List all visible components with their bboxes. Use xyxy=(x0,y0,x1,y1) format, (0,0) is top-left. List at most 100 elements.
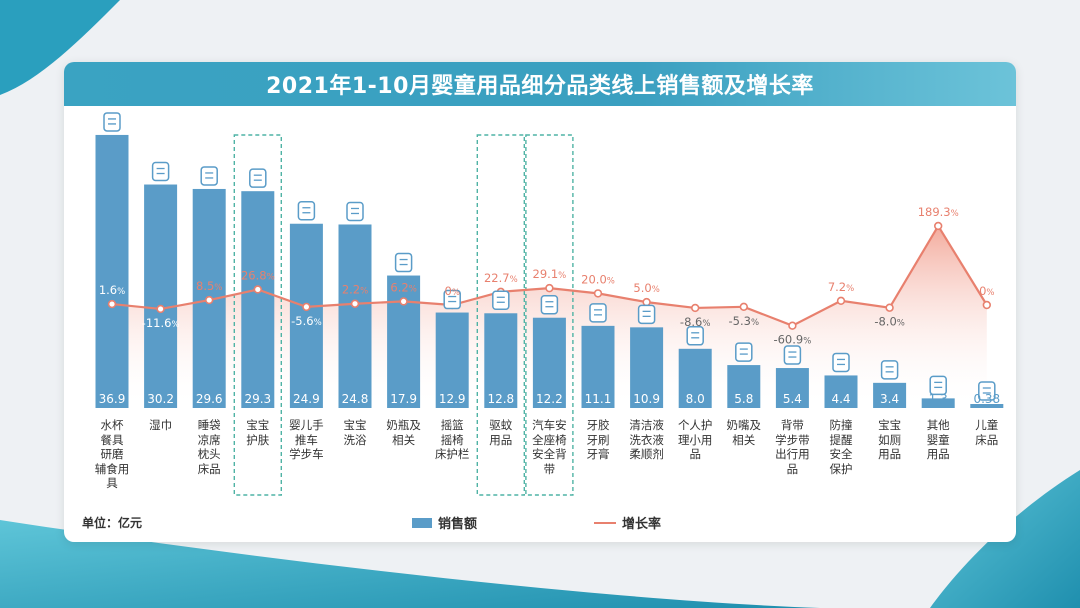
category-label: 个人护 理小用 品 xyxy=(677,418,713,461)
growth-value-label: 0% xyxy=(979,284,994,298)
bar-value-label: 4.4 xyxy=(831,392,850,406)
growth-point xyxy=(302,302,311,312)
growth-value-label: 0% xyxy=(444,284,459,298)
bar-value-label: 29.6 xyxy=(196,392,223,406)
growth-value-label: 5.0% xyxy=(633,281,659,295)
category-label: 奶瓶及 相关 xyxy=(386,418,421,447)
crib-icon xyxy=(978,381,996,401)
bar-value-label: 24.9 xyxy=(293,392,320,406)
category-label: 宝宝 洗浴 xyxy=(343,418,367,447)
category-label: 宝宝 如厕 用品 xyxy=(878,418,902,461)
growth-value-label: 29.1% xyxy=(533,267,567,281)
chart-card: 36.9 30.2 29.6 29.3 24.9 24.8 17.9 12.9 12.8 12.2… xyxy=(64,62,1016,542)
toothbrush-icon xyxy=(589,303,607,323)
onesie-icon xyxy=(929,375,947,396)
growth-point xyxy=(982,300,991,310)
sales-bar xyxy=(289,223,323,408)
category-label: 水杯 餐具 研磨 辅食用 具 xyxy=(94,418,130,490)
growth-value-label: 6.2% xyxy=(390,280,416,294)
growth-value-label: -8.0% xyxy=(874,315,905,329)
bath-bottle-icon xyxy=(346,201,364,222)
legend-bar-swatch xyxy=(412,517,432,528)
bar-value-label: 5.4 xyxy=(783,392,802,406)
growth-point xyxy=(156,304,165,314)
sales-bar xyxy=(630,327,664,408)
sales-bar xyxy=(484,313,518,408)
repellent-bottle-icon xyxy=(492,290,510,311)
lotion-jar-icon xyxy=(249,168,267,188)
sippy-cup-icon xyxy=(103,112,121,132)
sales-bar xyxy=(970,404,1004,408)
growth-value-label: 1.6% xyxy=(99,283,125,297)
warning-icon xyxy=(832,352,850,373)
bar-value-label: 0.38 xyxy=(973,392,1000,406)
sales-bar xyxy=(727,365,761,408)
category-label: 驱蚊 用品 xyxy=(489,418,513,447)
growth-value-label: 2.2% xyxy=(342,283,368,297)
growth-point xyxy=(690,303,700,313)
pacifier-icon xyxy=(735,342,753,362)
growth-point xyxy=(836,296,846,306)
growth-point xyxy=(933,221,943,231)
growth-value-label: -5.3% xyxy=(729,314,760,328)
legend-line-entry: 增长率 xyxy=(594,513,661,532)
sales-bar xyxy=(581,325,615,408)
first-aid-kit-icon xyxy=(686,326,704,346)
detergent-icon xyxy=(637,304,656,325)
stroller-icon xyxy=(297,200,316,221)
growth-value-label: 8.5% xyxy=(196,279,222,293)
sales-bar xyxy=(144,184,178,408)
growth-value-label: 189.3% xyxy=(918,205,959,219)
bottom-left-teal-shape xyxy=(0,520,820,608)
growth-point xyxy=(350,299,360,308)
legend-line-swatch xyxy=(594,521,616,524)
bar-value-label: 12.8 xyxy=(487,392,514,406)
chart-title: 2021年1-10月婴童用品细分品类线上销售额及增长率 xyxy=(64,62,1016,106)
growth-point xyxy=(545,283,554,293)
category-label: 婴儿手 推车 学步车 xyxy=(289,418,324,461)
chart-plot: 36.9 30.2 29.6 29.3 24.9 24.8 17.9 12.9 12.8 12.2… xyxy=(95,112,1004,496)
growth-point xyxy=(885,303,894,312)
growth-value-label: -60.9% xyxy=(773,333,811,347)
growth-point xyxy=(593,289,603,298)
sales-bar xyxy=(873,382,907,408)
top-left-teal-shape xyxy=(0,0,120,95)
category-label: 汽车安 全座椅 安全背 带 xyxy=(532,418,567,476)
baby-bottle-icon xyxy=(394,252,413,273)
growth-point xyxy=(399,297,408,306)
highlight-box xyxy=(476,134,525,496)
category-label: 牙胶 牙刷 牙膏 xyxy=(586,418,610,461)
growth-value-label: -5.6% xyxy=(291,314,322,328)
category-label: 儿童 床品 xyxy=(975,418,999,447)
growth-point xyxy=(788,321,797,330)
category-label: 睡袋 凉席 枕头 床品 xyxy=(197,418,221,476)
legend-bar-label: 销售额 xyxy=(438,517,478,532)
sales-bar xyxy=(532,317,566,408)
bar-value-label: 12.2 xyxy=(536,392,563,406)
growth-value-label: 22.7% xyxy=(484,271,518,285)
bar-value-label: 29.3 xyxy=(244,392,271,406)
car-seat-icon xyxy=(540,294,559,315)
bar-value-label: 5.8 xyxy=(734,392,753,406)
unit-label: 单位：亿元 xyxy=(82,516,143,530)
category-label: 湿巾 xyxy=(149,418,173,432)
baby-carrier-icon xyxy=(783,345,802,365)
category-label: 防撞 提醒 安全 保护 xyxy=(829,418,853,476)
sales-bar xyxy=(435,312,469,408)
growth-value-label: 26.8% xyxy=(241,268,275,282)
sales-bar xyxy=(824,375,858,408)
category-label: 奶嘴及 相关 xyxy=(726,418,762,447)
bar-value-label: 17.9 xyxy=(390,392,417,406)
growth-point xyxy=(739,302,748,312)
category-label: 摇篮 摇椅 床护栏 xyxy=(434,418,470,461)
cradle-icon xyxy=(443,289,461,310)
highlight-box xyxy=(525,134,574,496)
sales-bar xyxy=(387,275,421,408)
growth-area xyxy=(112,225,987,408)
wet-wipes-icon xyxy=(151,161,170,182)
growth-point xyxy=(205,295,214,305)
growth-point xyxy=(642,297,651,307)
sales-bar xyxy=(338,224,372,408)
bedding-icon xyxy=(200,166,218,186)
legend-bar-entry: 销售额 xyxy=(412,513,477,532)
